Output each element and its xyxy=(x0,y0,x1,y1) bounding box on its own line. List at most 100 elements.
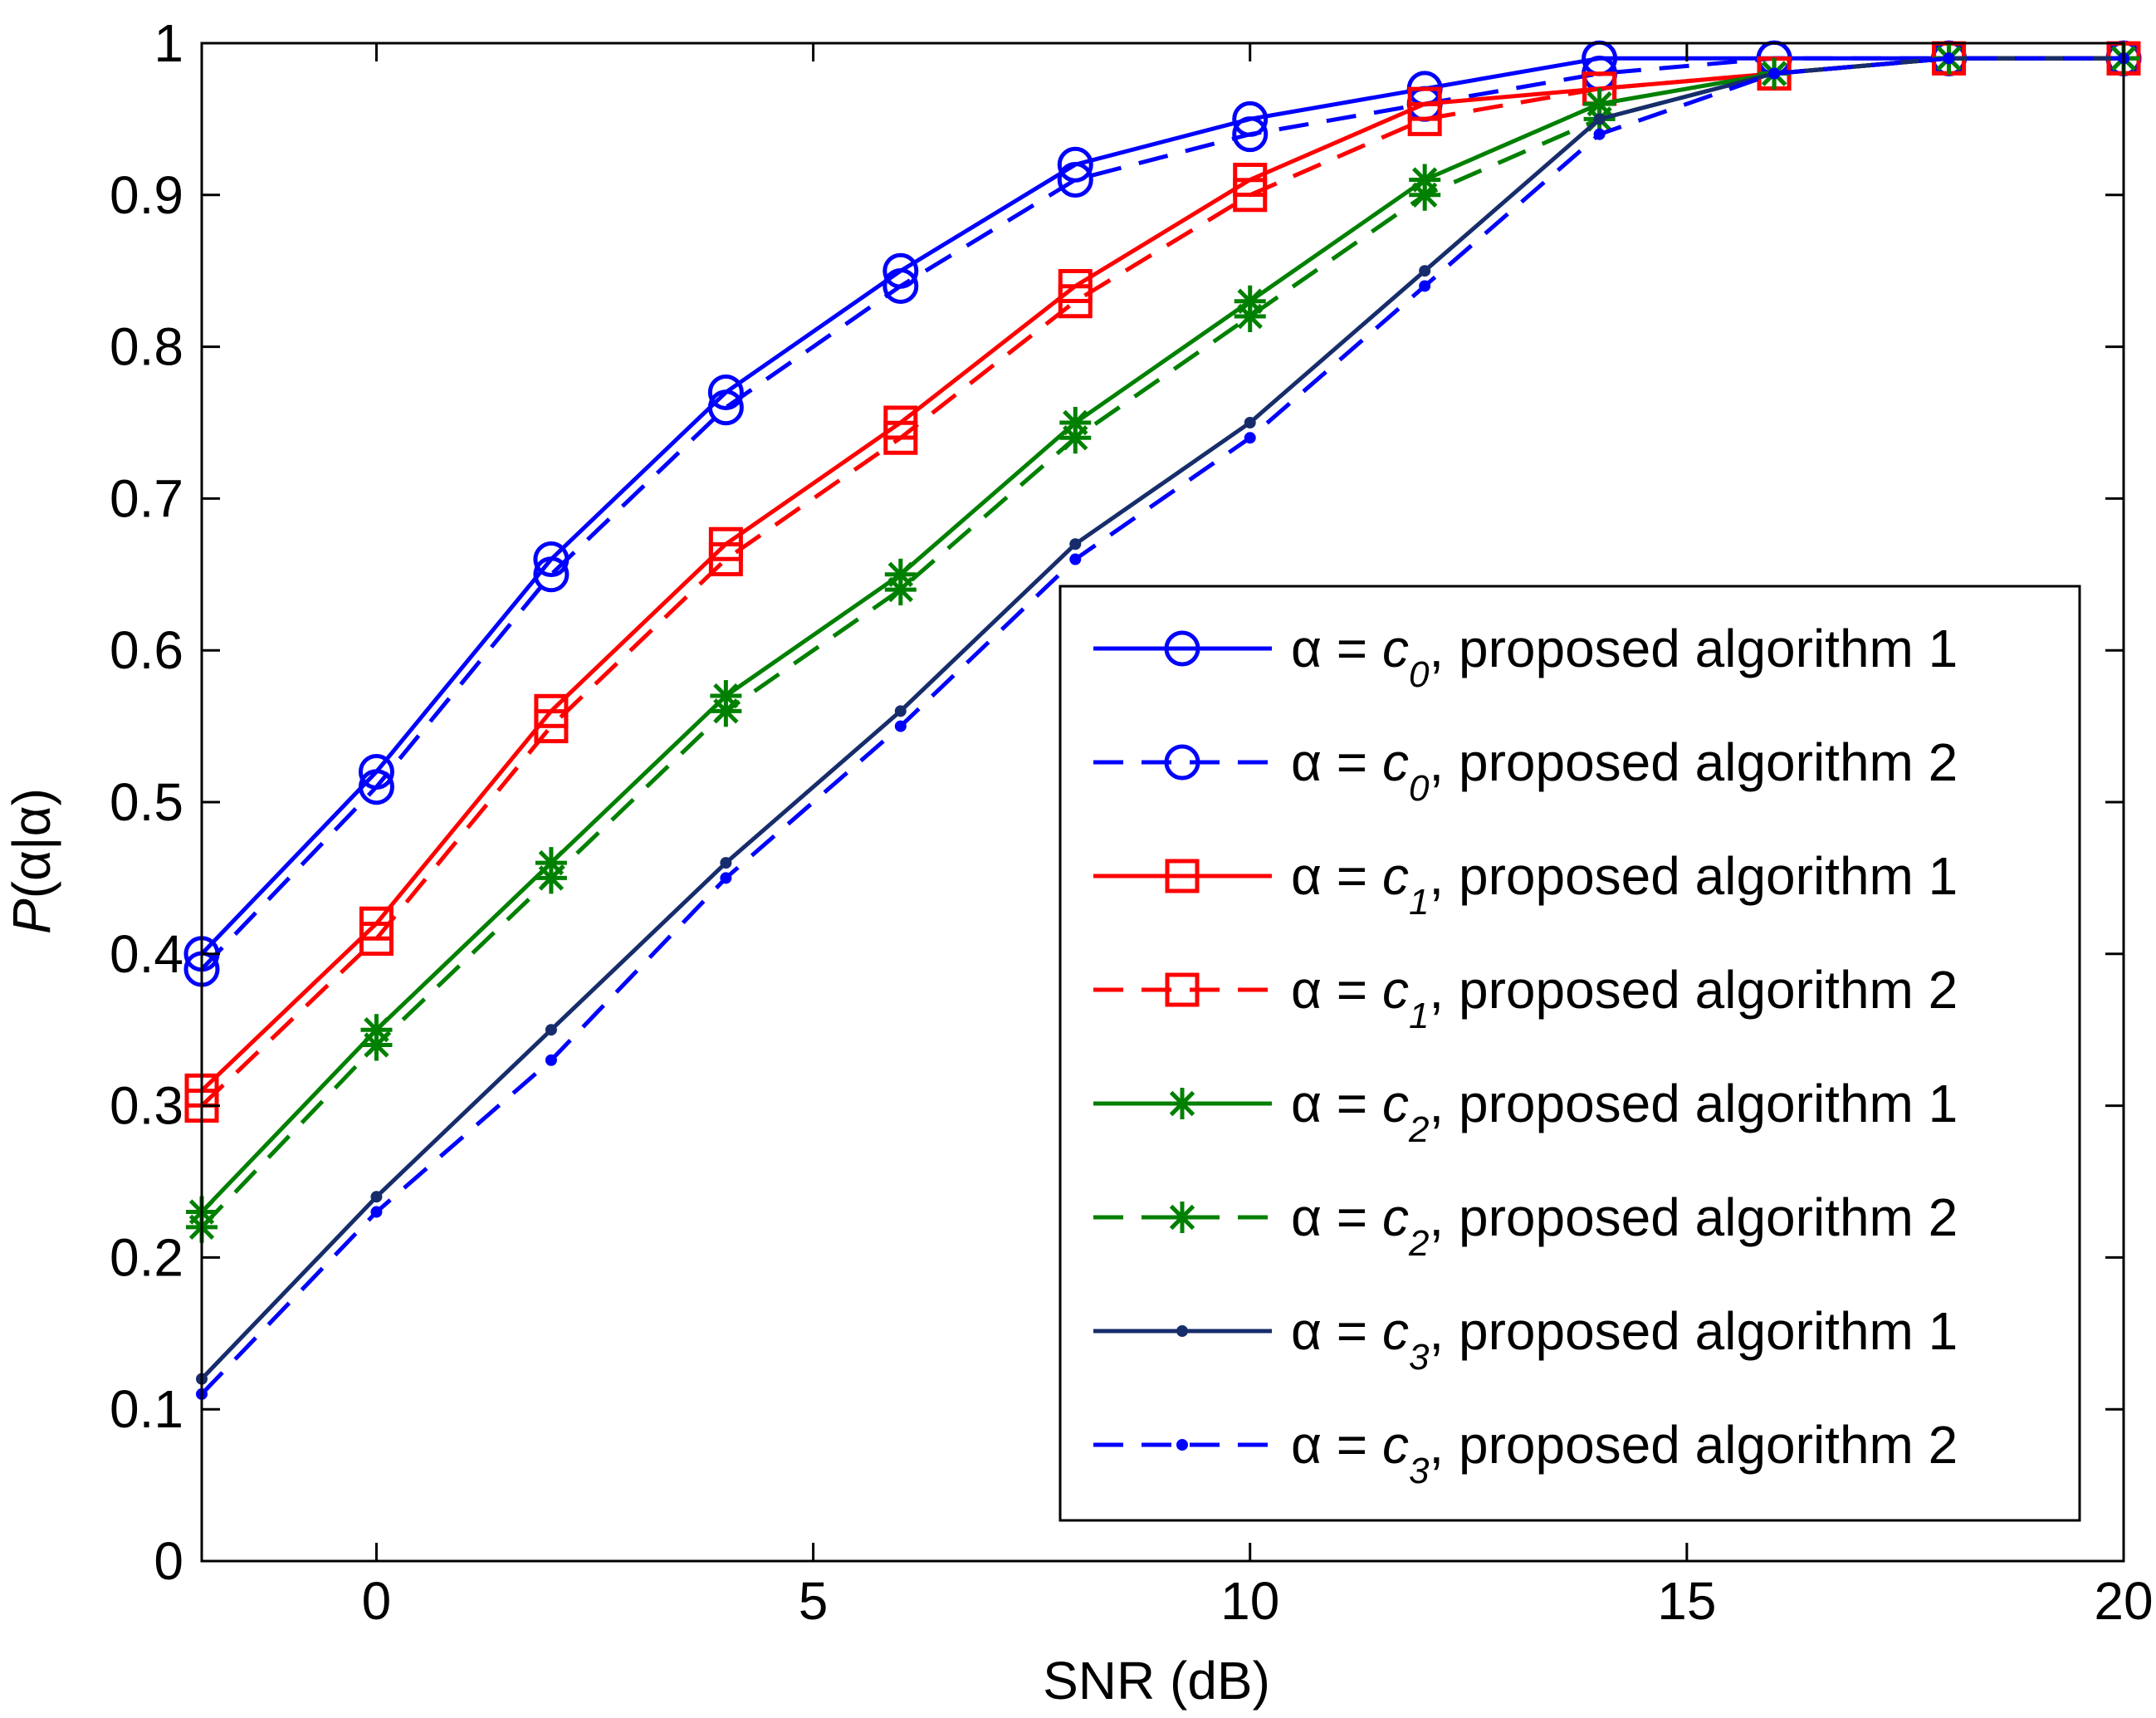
data-point-s7-7 xyxy=(1244,417,1256,428)
data-point-s6-4 xyxy=(710,695,742,727)
legend-box xyxy=(1058,585,2081,1522)
legend-marker-6-stroke-d2 xyxy=(1169,1204,1195,1231)
legend-entry-5: α = c2, proposed algorithm 1 xyxy=(1093,1074,1958,1150)
x-tick-label-2: 5 xyxy=(799,1571,829,1631)
data-point-s4-2 xyxy=(359,922,394,957)
legend-label-3: α = c1, proposed algorithm 1 xyxy=(1291,846,1958,923)
legend-label-sub-3: 1 xyxy=(1409,882,1429,923)
legend-label-var-3: c xyxy=(1382,846,1409,906)
legend-label-1: α = c0, proposed algorithm 1 xyxy=(1291,619,1958,695)
legend-label-prefix-2: α = xyxy=(1291,732,1382,792)
data-point-s8-9 xyxy=(1593,128,1606,140)
data-point-s8-4 xyxy=(720,872,732,884)
data-point-s2-4 xyxy=(707,389,744,426)
data-point-s7-3 xyxy=(545,1024,557,1036)
legend-label-suffix-1: , proposed algorithm 1 xyxy=(1429,619,1958,678)
legend-label-suffix-4: , proposed algorithm 2 xyxy=(1429,960,1958,1020)
series-line-8 xyxy=(200,56,2124,1396)
series-6 xyxy=(186,42,2139,1243)
y-tick-label-3: 0.2 xyxy=(110,1227,183,1287)
data-point-s8-10 xyxy=(1768,67,1781,80)
legend-label-prefix-4: α = xyxy=(1291,960,1382,1020)
data-point-s7-6 xyxy=(1069,538,1082,551)
data-point-s8-3 xyxy=(545,1054,557,1066)
legend-entry-1: α = c0, proposed algorithm 1 xyxy=(1093,619,1958,695)
legend-entry-4: α = c1, proposed algorithm 2 xyxy=(1093,960,1958,1036)
legend-label-var-7: c xyxy=(1382,1301,1409,1361)
data-point-s2-3 xyxy=(533,556,570,593)
data-point-s7-4 xyxy=(720,857,732,869)
legend-marker-3 xyxy=(1165,859,1200,893)
legend-label-suffix-7: , proposed algorithm 1 xyxy=(1429,1301,1958,1361)
data-point-s8-11 xyxy=(1943,52,1955,65)
data-point-s6-8-stroke-d2 xyxy=(1411,182,1438,208)
series-line-6 xyxy=(200,56,2124,1229)
data-point-s6-3 xyxy=(535,862,567,894)
legend-label-var-1: c xyxy=(1382,619,1409,678)
data-point-s2-5 xyxy=(882,267,919,304)
data-point-s6-5 xyxy=(884,574,917,606)
y-tick-label-7: 0.6 xyxy=(110,620,183,680)
y-axis-title: P(α|α) xyxy=(2,788,61,934)
data-point-s6-7-stroke-d2 xyxy=(1237,303,1263,330)
data-point-s4-7 xyxy=(1233,178,1268,213)
legend-label-var-5: c xyxy=(1382,1074,1409,1133)
data-point-s8-6 xyxy=(1069,553,1082,565)
data-point-s4-3 xyxy=(534,709,569,744)
legend-marker-8 xyxy=(1176,1439,1188,1451)
y-axis-title-italic: P xyxy=(2,898,61,934)
series-8 xyxy=(196,52,2129,1400)
legend-entry-3: α = c1, proposed algorithm 1 xyxy=(1093,846,1958,923)
data-point-s1-4 xyxy=(707,374,744,410)
legend-label-suffix-8: , proposed algorithm 2 xyxy=(1429,1415,1958,1475)
legend-marker-1 xyxy=(1164,630,1200,667)
data-point-s6-2 xyxy=(360,1029,393,1061)
y-tick-label-4: 0.3 xyxy=(110,1076,183,1136)
data-point-s4-6 xyxy=(1058,284,1093,319)
x-tick-label-1: 0 xyxy=(362,1571,392,1631)
legend-entry-8: α = c3, proposed algorithm 2 xyxy=(1093,1415,1958,1491)
legend-label-prefix-7: α = xyxy=(1291,1301,1382,1361)
legend-label-sub-2: 0 xyxy=(1409,768,1430,809)
legend-label-2: α = c0, proposed algorithm 2 xyxy=(1291,732,1958,809)
y-axis-title-rest: (α|α) xyxy=(2,788,61,898)
legend-label-prefix-3: α = xyxy=(1291,846,1382,906)
legend-marker-5 xyxy=(1166,1088,1198,1119)
legend-label-sub-1: 0 xyxy=(1409,654,1430,695)
legend-label-sub-4: 1 xyxy=(1409,996,1429,1036)
legend-label-8: α = c3, proposed algorithm 2 xyxy=(1291,1415,1958,1491)
legend-label-suffix-2: , proposed algorithm 2 xyxy=(1429,732,1958,792)
y-tick-label-6: 0.5 xyxy=(110,772,183,832)
data-point-s8-2 xyxy=(370,1206,383,1218)
data-point-s4-4 xyxy=(708,542,743,577)
legend-label-suffix-3: , proposed algorithm 1 xyxy=(1429,846,1958,906)
data-point-s8-5 xyxy=(894,720,907,732)
legend-label-prefix-1: α = xyxy=(1291,619,1382,678)
legend-label-var-4: c xyxy=(1382,960,1409,1020)
legend-label-sub-8: 3 xyxy=(1409,1451,1430,1491)
data-point-s6-6 xyxy=(1059,422,1092,454)
y-tick-label-11: 1 xyxy=(154,13,183,73)
legend-label-sub-7: 3 xyxy=(1409,1337,1430,1378)
legend-label-prefix-6: α = xyxy=(1291,1187,1382,1247)
data-point-s2-2 xyxy=(358,769,394,805)
data-point-s6-7 xyxy=(1234,301,1266,333)
data-point-s4-8 xyxy=(1407,101,1442,136)
data-point-s2-6 xyxy=(1057,162,1093,198)
data-point-s7-2 xyxy=(370,1191,383,1203)
legend-marker-7 xyxy=(1176,1325,1188,1337)
series-line-2 xyxy=(200,56,2124,971)
legend-entry-6: α = c2, proposed algorithm 2 xyxy=(1093,1187,1958,1264)
legend-label-sub-6: 2 xyxy=(1408,1223,1429,1264)
legend-label-7: α = c3, proposed algorithm 1 xyxy=(1291,1301,1958,1378)
y-tick-label-1: 0 xyxy=(154,1531,183,1591)
data-point-s7-9 xyxy=(1593,113,1606,125)
data-point-s8-8 xyxy=(1419,280,1431,292)
legend-label-sub-5: 2 xyxy=(1408,1109,1429,1150)
legend-label-suffix-5: , proposed algorithm 1 xyxy=(1429,1074,1958,1133)
data-point-s1-6 xyxy=(1057,146,1093,183)
legend-label-prefix-8: α = xyxy=(1291,1415,1382,1475)
x-axis-title: SNR (dB) xyxy=(1043,1651,1270,1711)
